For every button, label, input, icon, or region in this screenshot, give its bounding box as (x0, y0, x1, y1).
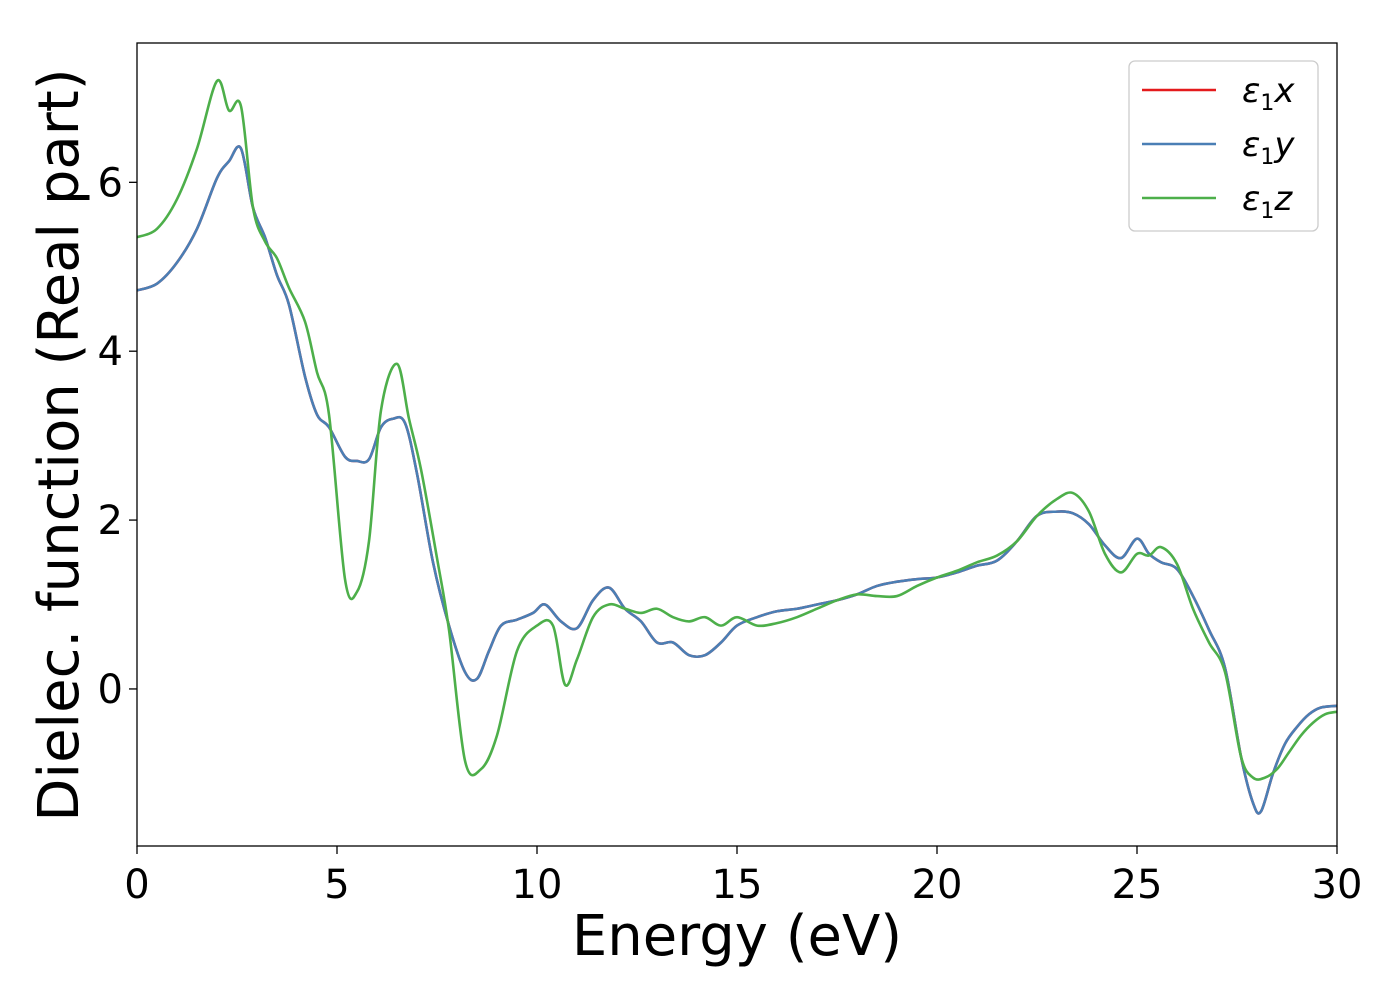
series-line-y (137, 145, 1337, 815)
legend: ε1x ε1y ε1z (1128, 60, 1319, 232)
x-axis-title: Energy (eV) (572, 904, 902, 969)
x-tick-label: 30 (1312, 862, 1363, 908)
x-axis: 0 5 10 15 20 25 30 (124, 846, 1362, 908)
y-tick-label: 2 (98, 498, 123, 544)
y-axis: 0 2 4 6 (98, 160, 137, 713)
x-tick-label: 20 (912, 862, 963, 908)
y-tick-label: 0 (98, 667, 123, 713)
series-line-z (137, 78, 1337, 781)
y-tick-label: 4 (98, 329, 123, 375)
x-tick-label: 25 (1112, 862, 1163, 908)
legend-items: ε1x ε1y ε1z (1142, 71, 1295, 224)
y-tick-label: 6 (98, 160, 123, 206)
legend-label-y: ε1y (1242, 125, 1295, 170)
legend-frame (1128, 60, 1319, 232)
y-axis-title: Dielec. function (Real part) (27, 68, 92, 821)
x-tick-label: 10 (512, 862, 563, 908)
plot-lines (137, 78, 1337, 815)
x-tick-label: 5 (324, 862, 349, 908)
series-line-x (137, 145, 1337, 815)
legend-label-z: ε1z (1242, 179, 1293, 224)
x-tick-label: 0 (124, 862, 149, 908)
x-tick-label: 15 (712, 862, 763, 908)
legend-label-x: ε1x (1242, 71, 1295, 116)
